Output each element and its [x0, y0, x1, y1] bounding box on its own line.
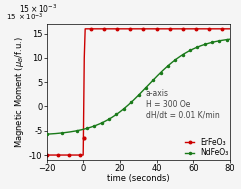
- ErFeO₃: [110, 28, 113, 30]
- NdFeO₃: [229, 38, 232, 40]
- Line: ErFeO₃: ErFeO₃: [45, 28, 231, 156]
- NdFeO₃: [91, 125, 94, 128]
- ErFeO₃: [100, 28, 103, 30]
- NdFeO₃: [222, 39, 225, 41]
- NdFeO₃: [226, 38, 229, 41]
- NdFeO₃: [45, 133, 48, 135]
- Text: a-axis
H = 300 Oe
dH/dt = 0.01 K/min: a-axis H = 300 Oe dH/dt = 0.01 K/min: [146, 89, 220, 119]
- Y-axis label: Magnetic Moment ($\mu_B$/f.u.): Magnetic Moment ($\mu_B$/f.u.): [13, 36, 26, 148]
- Text: $15\ \times10^{-3}$: $15\ \times10^{-3}$: [6, 11, 44, 23]
- Text: $15\times10^{-3}$: $15\times10^{-3}$: [19, 3, 58, 15]
- ErFeO₃: [229, 28, 232, 30]
- ErFeO₃: [158, 28, 161, 30]
- ErFeO₃: [147, 28, 150, 30]
- ErFeO₃: [84, 28, 87, 30]
- Legend: ErFeO₃, NdFeO₃: ErFeO₃, NdFeO₃: [183, 136, 230, 159]
- ErFeO₃: [49, 154, 52, 156]
- ErFeO₃: [45, 154, 48, 156]
- NdFeO₃: [183, 52, 186, 55]
- ErFeO₃: [120, 28, 123, 30]
- Line: NdFeO₃: NdFeO₃: [46, 38, 231, 135]
- NdFeO₃: [157, 74, 160, 76]
- X-axis label: time (seconds): time (seconds): [107, 174, 170, 184]
- NdFeO₃: [82, 128, 85, 130]
